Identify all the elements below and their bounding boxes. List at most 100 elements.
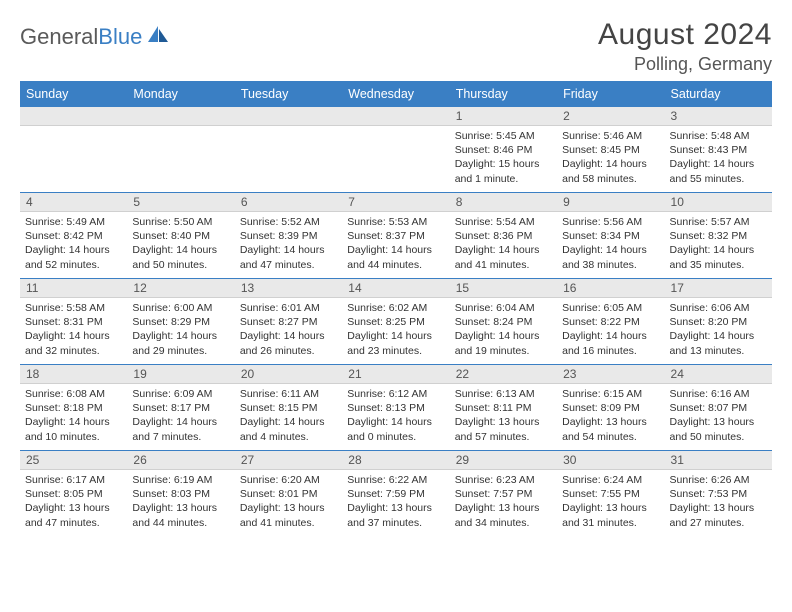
calendar-day-cell: 31Sunrise: 6:26 AMSunset: 7:53 PMDayligh… bbox=[665, 450, 772, 536]
day-number: 26 bbox=[127, 450, 234, 470]
calendar-day-cell: 8Sunrise: 5:54 AMSunset: 8:36 PMDaylight… bbox=[450, 192, 557, 278]
calendar-day-cell: 28Sunrise: 6:22 AMSunset: 7:59 PMDayligh… bbox=[342, 450, 449, 536]
day-number: 8 bbox=[450, 192, 557, 212]
calendar-day-cell: 17Sunrise: 6:06 AMSunset: 8:20 PMDayligh… bbox=[665, 278, 772, 364]
logo-sail-icon bbox=[146, 24, 170, 50]
weekday-header: Monday bbox=[127, 82, 234, 107]
title-block: August 2024 Polling, Germany bbox=[598, 18, 772, 75]
day-detail: Sunrise: 6:13 AMSunset: 8:11 PMDaylight:… bbox=[450, 384, 557, 446]
month-title: August 2024 bbox=[598, 18, 772, 52]
calendar-week-row: 1Sunrise: 5:45 AMSunset: 8:46 PMDaylight… bbox=[20, 106, 772, 192]
day-number: 1 bbox=[450, 106, 557, 126]
day-number: 27 bbox=[235, 450, 342, 470]
day-detail: Sunrise: 6:00 AMSunset: 8:29 PMDaylight:… bbox=[127, 298, 234, 360]
day-number: 24 bbox=[665, 364, 772, 384]
calendar-day-cell: 27Sunrise: 6:20 AMSunset: 8:01 PMDayligh… bbox=[235, 450, 342, 536]
day-number: 30 bbox=[557, 450, 664, 470]
day-detail: Sunrise: 6:22 AMSunset: 7:59 PMDaylight:… bbox=[342, 470, 449, 532]
calendar-day-cell: 19Sunrise: 6:09 AMSunset: 8:17 PMDayligh… bbox=[127, 364, 234, 450]
day-detail: Sunrise: 5:48 AMSunset: 8:43 PMDaylight:… bbox=[665, 126, 772, 188]
calendar-day-cell: 24Sunrise: 6:16 AMSunset: 8:07 PMDayligh… bbox=[665, 364, 772, 450]
calendar-day-cell: 14Sunrise: 6:02 AMSunset: 8:25 PMDayligh… bbox=[342, 278, 449, 364]
day-number: 15 bbox=[450, 278, 557, 298]
day-number: 23 bbox=[557, 364, 664, 384]
calendar-day-cell: 16Sunrise: 6:05 AMSunset: 8:22 PMDayligh… bbox=[557, 278, 664, 364]
calendar-day-cell: 29Sunrise: 6:23 AMSunset: 7:57 PMDayligh… bbox=[450, 450, 557, 536]
empty-day bbox=[20, 106, 127, 126]
day-number: 13 bbox=[235, 278, 342, 298]
day-number: 11 bbox=[20, 278, 127, 298]
calendar-day-cell: 12Sunrise: 6:00 AMSunset: 8:29 PMDayligh… bbox=[127, 278, 234, 364]
calendar-day-cell bbox=[342, 106, 449, 192]
day-number: 17 bbox=[665, 278, 772, 298]
day-detail: Sunrise: 6:17 AMSunset: 8:05 PMDaylight:… bbox=[20, 470, 127, 532]
day-detail: Sunrise: 5:56 AMSunset: 8:34 PMDaylight:… bbox=[557, 212, 664, 274]
calendar-day-cell: 1Sunrise: 5:45 AMSunset: 8:46 PMDaylight… bbox=[450, 106, 557, 192]
calendar-day-cell: 9Sunrise: 5:56 AMSunset: 8:34 PMDaylight… bbox=[557, 192, 664, 278]
day-detail: Sunrise: 5:52 AMSunset: 8:39 PMDaylight:… bbox=[235, 212, 342, 274]
weekday-header: Thursday bbox=[450, 82, 557, 107]
day-detail: Sunrise: 6:12 AMSunset: 8:13 PMDaylight:… bbox=[342, 384, 449, 446]
weekday-header: Wednesday bbox=[342, 82, 449, 107]
empty-day bbox=[235, 106, 342, 126]
calendar-week-row: 11Sunrise: 5:58 AMSunset: 8:31 PMDayligh… bbox=[20, 278, 772, 364]
calendar-day-cell: 3Sunrise: 5:48 AMSunset: 8:43 PMDaylight… bbox=[665, 106, 772, 192]
calendar-page: GeneralBlue August 2024 Polling, Germany… bbox=[0, 0, 792, 546]
day-number: 18 bbox=[20, 364, 127, 384]
day-detail: Sunrise: 5:50 AMSunset: 8:40 PMDaylight:… bbox=[127, 212, 234, 274]
day-detail: Sunrise: 6:06 AMSunset: 8:20 PMDaylight:… bbox=[665, 298, 772, 360]
day-detail: Sunrise: 5:49 AMSunset: 8:42 PMDaylight:… bbox=[20, 212, 127, 274]
day-number: 28 bbox=[342, 450, 449, 470]
day-number: 6 bbox=[235, 192, 342, 212]
day-number: 20 bbox=[235, 364, 342, 384]
weekday-header: Saturday bbox=[665, 82, 772, 107]
calendar-day-cell bbox=[127, 106, 234, 192]
day-detail: Sunrise: 6:15 AMSunset: 8:09 PMDaylight:… bbox=[557, 384, 664, 446]
day-number: 31 bbox=[665, 450, 772, 470]
day-number: 21 bbox=[342, 364, 449, 384]
day-detail: Sunrise: 6:20 AMSunset: 8:01 PMDaylight:… bbox=[235, 470, 342, 532]
day-detail: Sunrise: 6:24 AMSunset: 7:55 PMDaylight:… bbox=[557, 470, 664, 532]
calendar-day-cell: 11Sunrise: 5:58 AMSunset: 8:31 PMDayligh… bbox=[20, 278, 127, 364]
day-detail: Sunrise: 6:16 AMSunset: 8:07 PMDaylight:… bbox=[665, 384, 772, 446]
location: Polling, Germany bbox=[598, 54, 772, 75]
day-detail: Sunrise: 6:08 AMSunset: 8:18 PMDaylight:… bbox=[20, 384, 127, 446]
calendar-day-cell: 21Sunrise: 6:12 AMSunset: 8:13 PMDayligh… bbox=[342, 364, 449, 450]
day-detail: Sunrise: 6:23 AMSunset: 7:57 PMDaylight:… bbox=[450, 470, 557, 532]
day-detail: Sunrise: 5:54 AMSunset: 8:36 PMDaylight:… bbox=[450, 212, 557, 274]
day-number: 10 bbox=[665, 192, 772, 212]
day-detail: Sunrise: 6:09 AMSunset: 8:17 PMDaylight:… bbox=[127, 384, 234, 446]
calendar-day-cell bbox=[20, 106, 127, 192]
calendar-day-cell: 23Sunrise: 6:15 AMSunset: 8:09 PMDayligh… bbox=[557, 364, 664, 450]
logo: GeneralBlue bbox=[20, 18, 170, 50]
calendar-day-cell: 4Sunrise: 5:49 AMSunset: 8:42 PMDaylight… bbox=[20, 192, 127, 278]
empty-day bbox=[127, 106, 234, 126]
day-detail: Sunrise: 5:46 AMSunset: 8:45 PMDaylight:… bbox=[557, 126, 664, 188]
day-detail: Sunrise: 6:11 AMSunset: 8:15 PMDaylight:… bbox=[235, 384, 342, 446]
day-number: 19 bbox=[127, 364, 234, 384]
calendar-week-row: 18Sunrise: 6:08 AMSunset: 8:18 PMDayligh… bbox=[20, 364, 772, 450]
day-number: 25 bbox=[20, 450, 127, 470]
logo-text-2: Blue bbox=[98, 24, 142, 50]
weekday-header: Tuesday bbox=[235, 82, 342, 107]
day-detail: Sunrise: 5:57 AMSunset: 8:32 PMDaylight:… bbox=[665, 212, 772, 274]
calendar-day-cell: 10Sunrise: 5:57 AMSunset: 8:32 PMDayligh… bbox=[665, 192, 772, 278]
day-number: 12 bbox=[127, 278, 234, 298]
weekday-header: Friday bbox=[557, 82, 664, 107]
calendar-body: 1Sunrise: 5:45 AMSunset: 8:46 PMDaylight… bbox=[20, 106, 772, 536]
calendar-day-cell bbox=[235, 106, 342, 192]
calendar-day-cell: 13Sunrise: 6:01 AMSunset: 8:27 PMDayligh… bbox=[235, 278, 342, 364]
day-number: 22 bbox=[450, 364, 557, 384]
calendar-day-cell: 26Sunrise: 6:19 AMSunset: 8:03 PMDayligh… bbox=[127, 450, 234, 536]
logo-text-1: General bbox=[20, 24, 98, 50]
day-number: 4 bbox=[20, 192, 127, 212]
day-number: 3 bbox=[665, 106, 772, 126]
calendar-day-cell: 25Sunrise: 6:17 AMSunset: 8:05 PMDayligh… bbox=[20, 450, 127, 536]
calendar-day-cell: 7Sunrise: 5:53 AMSunset: 8:37 PMDaylight… bbox=[342, 192, 449, 278]
day-number: 7 bbox=[342, 192, 449, 212]
day-number: 14 bbox=[342, 278, 449, 298]
calendar-day-cell: 15Sunrise: 6:04 AMSunset: 8:24 PMDayligh… bbox=[450, 278, 557, 364]
day-detail: Sunrise: 5:58 AMSunset: 8:31 PMDaylight:… bbox=[20, 298, 127, 360]
calendar-day-cell: 6Sunrise: 5:52 AMSunset: 8:39 PMDaylight… bbox=[235, 192, 342, 278]
day-number: 2 bbox=[557, 106, 664, 126]
